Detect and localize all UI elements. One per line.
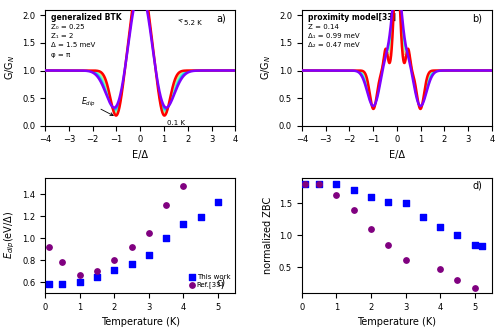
X-axis label: Temperature (K): Temperature (K) [101,317,179,327]
Point [383,242,391,247]
This work [127,262,135,267]
This work [196,214,204,220]
Point [332,192,340,197]
This work [45,282,53,287]
Text: generalized BTK: generalized BTK [51,13,121,22]
Point [349,207,357,212]
Text: Δ₂ = 0.47 meV: Δ₂ = 0.47 meV [307,42,358,48]
Ref.[33] [179,183,187,189]
This work [76,279,84,285]
Point [301,181,309,186]
Point [452,233,460,238]
Legend: This work, Ref.[33]: This work, Ref.[33] [187,273,231,290]
Point [301,181,309,186]
Text: $E_{dip}$: $E_{dip}$ [81,96,113,116]
Ref.[33] [127,244,135,249]
Point [452,277,460,283]
This work [93,274,101,279]
Point [332,181,340,186]
Point [366,226,374,231]
Point [315,181,323,186]
Text: φ = π: φ = π [51,52,70,58]
This work [110,267,118,273]
Point [418,214,426,219]
This work [213,199,221,204]
Point [470,285,478,291]
Ref.[33] [93,268,101,274]
Point [435,267,443,272]
Ref.[33] [76,273,84,278]
Text: proximity model[33]: proximity model[33] [307,13,395,22]
Point [476,243,484,248]
Point [349,188,357,193]
Y-axis label: normalized ZBC: normalized ZBC [263,197,273,274]
Point [366,194,374,199]
Ref.[33] [162,202,170,208]
Point [470,242,478,247]
Text: Z₁ = 2: Z₁ = 2 [51,33,73,39]
This work [58,282,66,287]
Ref.[33] [110,257,118,263]
Point [383,199,391,204]
Y-axis label: $E_{dip}$(eV/Δ): $E_{dip}$(eV/Δ) [2,211,17,259]
X-axis label: E/Δ: E/Δ [132,150,148,160]
X-axis label: E/Δ: E/Δ [388,150,404,160]
This work [145,252,153,257]
Ref.[33] [45,244,53,249]
Text: c): c) [216,277,225,287]
Y-axis label: G/G$_N$: G/G$_N$ [3,55,17,81]
Point [315,181,323,186]
Text: b): b) [471,13,481,23]
X-axis label: Temperature (K): Temperature (K) [357,317,435,327]
Text: Δ = 1.5 meV: Δ = 1.5 meV [51,42,95,48]
Point [401,257,409,262]
Point [401,200,409,206]
Y-axis label: G/G$_N$: G/G$_N$ [259,55,273,81]
Text: 5.2 K: 5.2 K [178,19,201,26]
Text: 0.1 K: 0.1 K [166,120,184,126]
Ref.[33] [58,259,66,265]
This work [179,221,187,226]
Text: d): d) [471,181,481,191]
Text: a): a) [215,13,225,23]
Text: Δ₁ = 0.99 meV: Δ₁ = 0.99 meV [307,33,358,39]
This work [162,235,170,241]
Point [435,224,443,229]
Ref.[33] [145,230,153,235]
Text: Z₀ = 0.25: Z₀ = 0.25 [51,24,84,30]
Text: Z = 0.14: Z = 0.14 [307,24,338,30]
